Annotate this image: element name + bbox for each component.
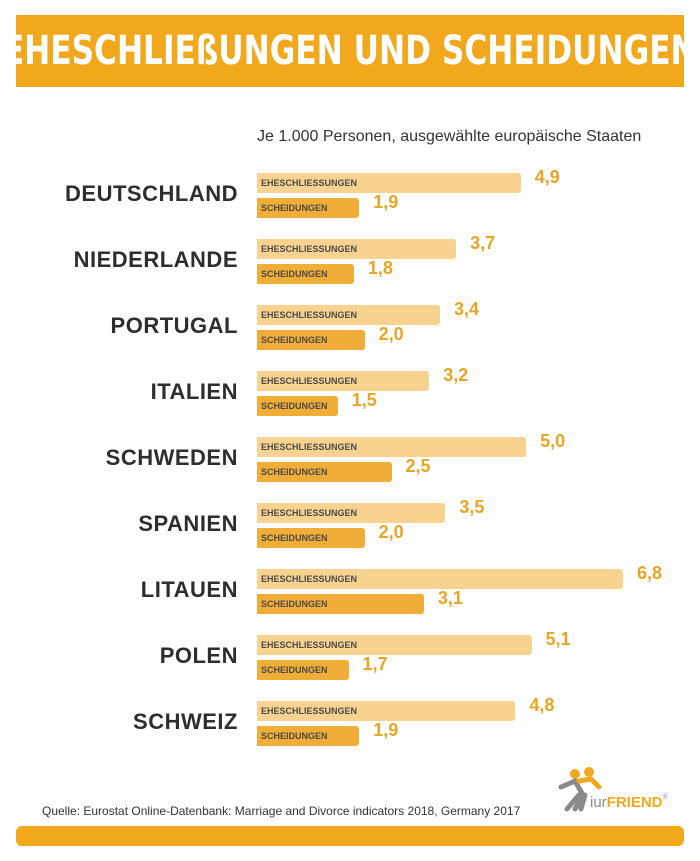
marriage-value-label: 4,8 <box>529 695 555 715</box>
marriage-bar-label: EHESCHLIESSUNGEN <box>261 376 358 386</box>
divorce-bar <box>257 396 338 416</box>
marriage-value-label: 5,1 <box>545 629 571 649</box>
marriage-bar-label: EHESCHLIESSUNGEN <box>261 640 358 650</box>
divorce-bar-label: SCHEIDUNGEN <box>261 599 328 609</box>
footer-bar <box>16 826 684 846</box>
marriage-value-label: 3,4 <box>454 299 480 319</box>
logo-registered-mark: ® <box>662 794 668 801</box>
marriage-bar-label: EHESCHLIESSUNGEN <box>261 310 358 320</box>
divorce-bar-label: SCHEIDUNGEN <box>261 401 328 411</box>
chart-subtitle: Je 1.000 Personen, ausgewählte europäisc… <box>257 128 642 145</box>
divorce-value-label: 3,1 <box>437 588 463 608</box>
marriage-bar <box>257 701 516 721</box>
divorce-bar <box>257 462 392 482</box>
divorce-bar <box>257 594 424 614</box>
divorce-bar-label: SCHEIDUNGEN <box>261 533 328 543</box>
marriage-value-label: 3,5 <box>459 497 485 517</box>
iurfriend-logo-icon <box>558 767 602 812</box>
marriage-bar-label: EHESCHLIESSUNGEN <box>261 178 358 188</box>
country-label: SCHWEIZ <box>133 709 238 734</box>
divorce-bar <box>257 726 360 746</box>
marriage-value-label: 3,7 <box>470 233 496 253</box>
divorce-value-label: 1,5 <box>351 390 377 410</box>
divorce-bar <box>257 330 365 350</box>
logo-wordmark: iurFRIEND® <box>590 794 668 811</box>
country-label: SCHWEDEN <box>105 445 238 470</box>
logo-prefix: iur <box>590 794 607 811</box>
title-banner: EHESCHLIEßUNGEN UND SCHEIDUNGEN <box>3 15 697 87</box>
divorce-bar <box>257 198 360 218</box>
country-label: LITAUEN <box>140 577 238 602</box>
bar-chart: DEUTSCHLAND EHESCHLIESSUNGEN 4,9 SCHEIDUNGE… <box>0 160 700 760</box>
divorce-bar <box>257 264 354 284</box>
country-label: ITALIEN <box>150 379 238 404</box>
marriage-bar <box>257 503 446 523</box>
source-note: Quelle: Eurostat Online-Datenbank: Marri… <box>42 804 521 818</box>
divorce-value-label: 2,0 <box>378 522 404 542</box>
country-label: PORTUGAL <box>110 313 238 338</box>
marriage-bar <box>257 437 527 457</box>
country-label: NIEDERLANDE <box>73 247 238 272</box>
divorce-bar <box>257 660 349 680</box>
country-label: DEUTSCHLAND <box>65 181 238 206</box>
divorce-bar-label: SCHEIDUNGEN <box>261 731 328 741</box>
marriage-bar-label: EHESCHLIESSUNGEN <box>261 574 358 584</box>
marriage-value-label: 6,8 <box>637 563 663 583</box>
chart-title: EHESCHLIEßUNGEN UND SCHEIDUNGEN <box>3 28 697 74</box>
country-label: POLEN <box>159 643 238 668</box>
marriage-bar <box>257 173 521 193</box>
marriage-bar <box>257 239 457 259</box>
marriage-bar <box>257 371 430 391</box>
divorce-bar-label: SCHEIDUNGEN <box>261 269 328 279</box>
marriage-bar <box>257 569 623 589</box>
marriage-bar <box>257 305 440 325</box>
marriage-value-label: 4,9 <box>534 167 560 187</box>
marriage-bar-label: EHESCHLIESSUNGEN <box>261 244 358 254</box>
divorce-value-label: 1,9 <box>373 720 399 740</box>
divorce-value-label: 2,0 <box>378 324 404 344</box>
divorce-value-label: 1,9 <box>373 192 399 212</box>
marriage-value-label: 5,0 <box>540 431 566 451</box>
marriage-bar <box>257 635 532 655</box>
marriage-bar-label: EHESCHLIESSUNGEN <box>261 442 358 452</box>
divorce-value-label: 2,5 <box>405 456 431 476</box>
divorce-bar <box>257 528 365 548</box>
divorce-bar-label: SCHEIDUNGEN <box>261 467 328 477</box>
divorce-value-label: 1,8 <box>367 258 393 278</box>
divorce-bar-label: SCHEIDUNGEN <box>261 203 328 213</box>
divorce-bar-label: SCHEIDUNGEN <box>261 665 328 675</box>
marriage-bar-label: EHESCHLIESSUNGEN <box>261 508 358 518</box>
divorce-value-label: 1,7 <box>362 654 388 674</box>
divorce-bar-label: SCHEIDUNGEN <box>261 335 328 345</box>
marriage-bar-label: EHESCHLIESSUNGEN <box>261 706 358 716</box>
logo-name: FRIEND <box>606 794 663 811</box>
country-label: SPANIEN <box>138 511 238 536</box>
marriage-value-label: 3,2 <box>443 365 469 385</box>
